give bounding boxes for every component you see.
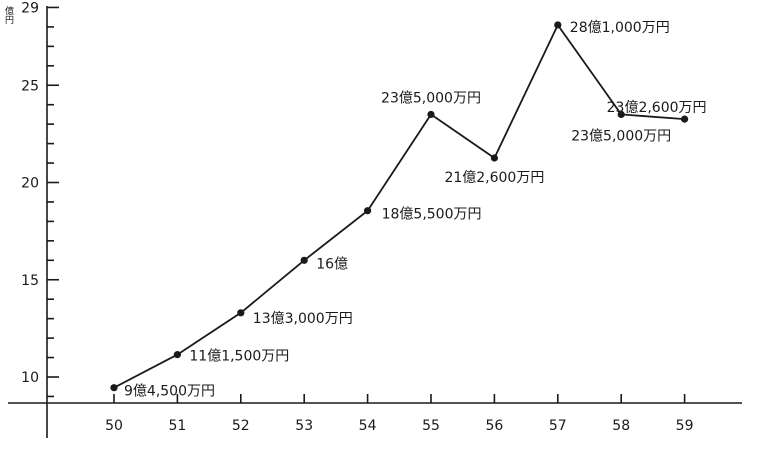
- series-line: [113, 23, 685, 389]
- data-point: [173, 351, 181, 359]
- data-label: 23億5,000万円: [571, 128, 671, 144]
- data-label: 23億2,600万円: [607, 100, 707, 116]
- data-points: [110, 21, 689, 392]
- x-tick-label: 58: [612, 418, 630, 434]
- y-tick-label: 20: [21, 176, 39, 192]
- data-label: 9億4,500万円: [124, 384, 215, 400]
- x-tick-label: 50: [105, 418, 123, 434]
- y-minor-ticks: [47, 6, 59, 398]
- y-tick-label: 25: [21, 78, 39, 94]
- data-point: [681, 115, 689, 123]
- data-labels: 9億4,500万円 11億1,500万円 13億3,000万円 16億 18億5,500…: [124, 20, 707, 400]
- data-point: [490, 154, 498, 162]
- x-tick-label: 54: [359, 418, 377, 434]
- y-tick-label: 29: [21, 0, 39, 16]
- x-tick-label: 53: [295, 418, 313, 434]
- data-point: [554, 21, 562, 29]
- data-label: 23億5,000万円: [381, 90, 481, 106]
- y-tick-labels: 10 15 20 25 29: [21, 0, 39, 386]
- y-unit-label: 円: [5, 15, 14, 26]
- data-point: [364, 207, 372, 215]
- x-tick-label: 52: [232, 418, 250, 434]
- y-tick-label: 15: [21, 273, 39, 289]
- data-point: [617, 110, 625, 119]
- data-point: [427, 110, 435, 119]
- data-point: [110, 384, 118, 392]
- y-tick-label: 10: [21, 370, 39, 386]
- x-tick-label: 59: [676, 418, 694, 434]
- data-label: 21億2,600万円: [444, 170, 544, 186]
- x-tick-label: 56: [485, 418, 503, 434]
- data-point: [300, 256, 308, 264]
- data-label: 13億3,000万円: [253, 311, 353, 327]
- x-tick-label: 57: [549, 418, 567, 434]
- data-label: 11億1,500万円: [189, 349, 289, 365]
- x-tick-labels: 50 51 52 53 54 55 56 57 58 59: [105, 394, 694, 434]
- data-label: 16億: [316, 256, 348, 272]
- data-label: 28億1,000万円: [570, 20, 670, 36]
- data-label: 18億5,500万円: [382, 207, 482, 223]
- data-point: [237, 309, 245, 317]
- x-tick-label: 51: [168, 418, 186, 434]
- y-unit-label: 億: [5, 5, 14, 17]
- x-tick-label: 55: [422, 418, 440, 434]
